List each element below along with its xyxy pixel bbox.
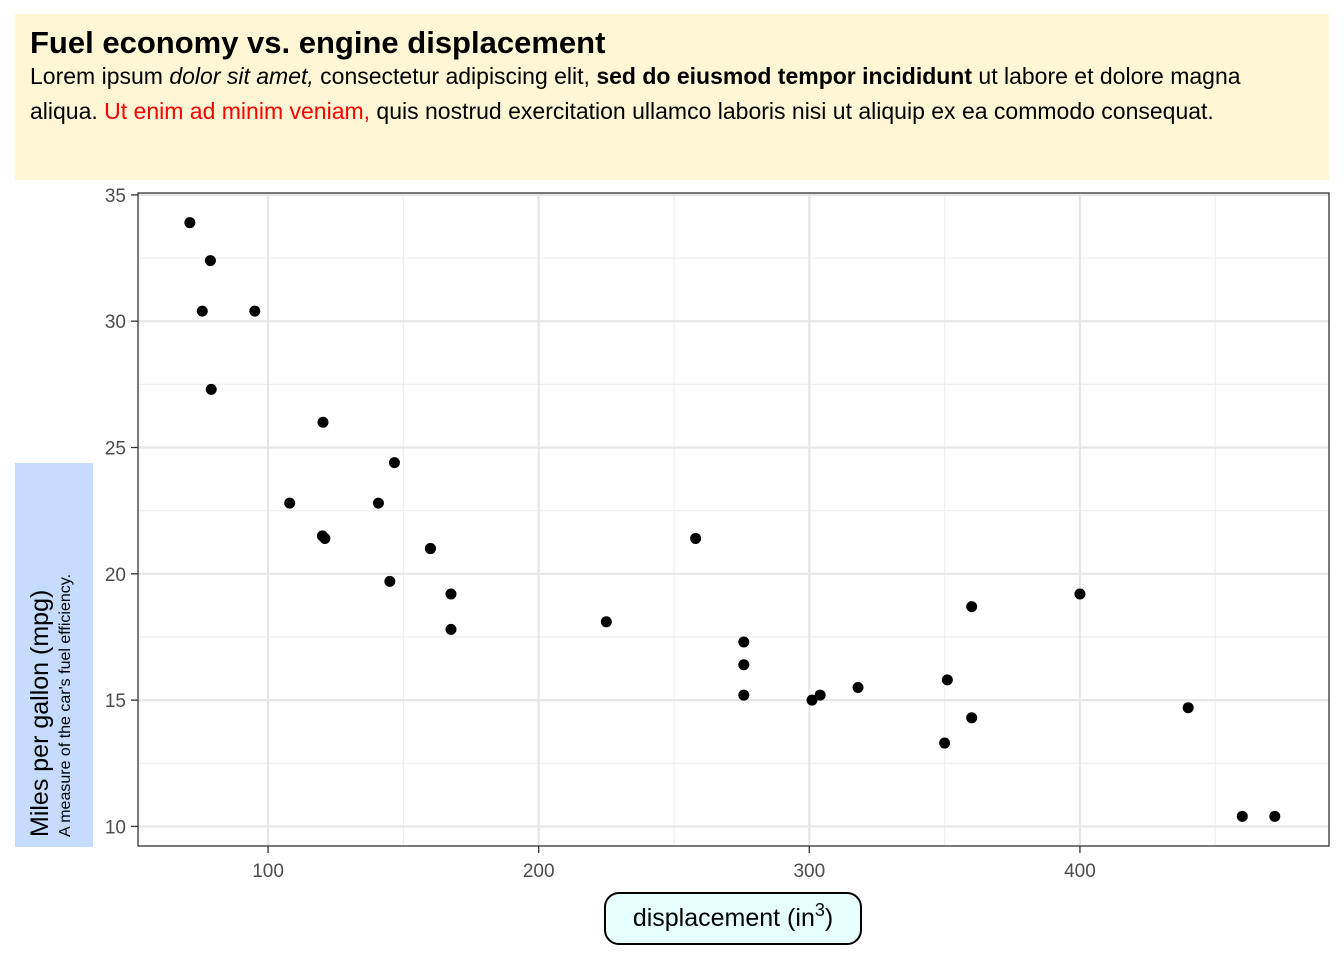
- subtitle-part: consectetur adipiscing elit,: [313, 63, 597, 89]
- data-point: [966, 712, 978, 724]
- y-axis-title: Miles per gallon (mpg): [26, 589, 54, 837]
- x-tick-label: 300: [793, 861, 825, 882]
- x-axis-title-close: ): [824, 904, 834, 932]
- subtitle-part-bold: sed do eiusmod tempor incididunt: [596, 63, 973, 89]
- data-point: [204, 255, 216, 267]
- data-point: [388, 457, 400, 469]
- data-point: [738, 689, 750, 701]
- x-axis-title-box: displacement (in3): [604, 892, 862, 945]
- major-gridlines: [138, 193, 1329, 846]
- data-point: [738, 636, 750, 648]
- data-points: [184, 217, 1281, 822]
- data-point: [939, 737, 951, 749]
- data-point: [941, 674, 953, 686]
- y-axis-title-box: Miles per gallon (mpg) A measure of the …: [15, 463, 93, 847]
- data-point: [690, 532, 702, 544]
- x-axis-title: displacement (in: [632, 904, 815, 932]
- y-tick-label: 15: [105, 691, 126, 712]
- panel-border: [137, 192, 1330, 847]
- subtitle-part-italic: dolor sit amet,: [169, 63, 314, 89]
- data-point: [600, 616, 612, 628]
- title-box: Fuel economy vs. engine displacement Lor…: [15, 14, 1329, 180]
- subtitle-part: Lorem ipsum: [30, 63, 170, 89]
- subtitle-part-red: Ut enim ad minim veniam,: [104, 98, 371, 124]
- chart-title: Fuel economy vs. engine displacement: [30, 25, 606, 60]
- chart-subtitle: Lorem ipsum dolor sit amet, consectetur …: [30, 59, 1314, 129]
- data-point: [319, 532, 331, 544]
- data-point: [317, 416, 329, 428]
- y-axis-subtitle: A measure of the car's fuel efficiency.: [57, 573, 74, 837]
- y-tick-label: 35: [105, 186, 126, 207]
- x-tick-label: 400: [1064, 861, 1096, 882]
- data-point: [196, 305, 208, 317]
- data-point: [1269, 810, 1281, 822]
- axis-tick-labels: 100 200 300 400 10 15 20 25 30 35: [105, 186, 1096, 882]
- x-tick-label: 100: [252, 861, 284, 882]
- data-point: [814, 689, 826, 701]
- data-point: [445, 623, 457, 635]
- data-point: [205, 383, 217, 395]
- data-point: [384, 575, 396, 587]
- data-point: [1074, 588, 1086, 600]
- data-point: [738, 659, 750, 671]
- subtitle-part: quis nostrud exercitation ullamco labori…: [370, 98, 1214, 124]
- x-axis-title-superscript: 3: [814, 900, 825, 920]
- data-point: [852, 681, 864, 693]
- y-tick-label: 10: [105, 817, 126, 838]
- x-tick-label: 200: [523, 861, 555, 882]
- data-point: [806, 694, 818, 706]
- data-point: [249, 305, 261, 317]
- data-point: [184, 217, 196, 229]
- data-point: [1182, 702, 1194, 714]
- data-point: [372, 497, 384, 509]
- subtitle-part: ut labore et dolore magna aliqua.: [30, 63, 1241, 124]
- data-point: [284, 497, 296, 509]
- y-tick-label: 20: [105, 565, 126, 586]
- y-tick-label: 25: [105, 439, 126, 460]
- data-point: [445, 588, 457, 600]
- data-point: [424, 543, 436, 555]
- y-tick-label: 30: [105, 312, 126, 333]
- minor-gridlines: [138, 193, 1329, 846]
- axis-ticks: [131, 194, 1081, 853]
- data-point: [966, 601, 978, 613]
- data-point: [1236, 810, 1248, 822]
